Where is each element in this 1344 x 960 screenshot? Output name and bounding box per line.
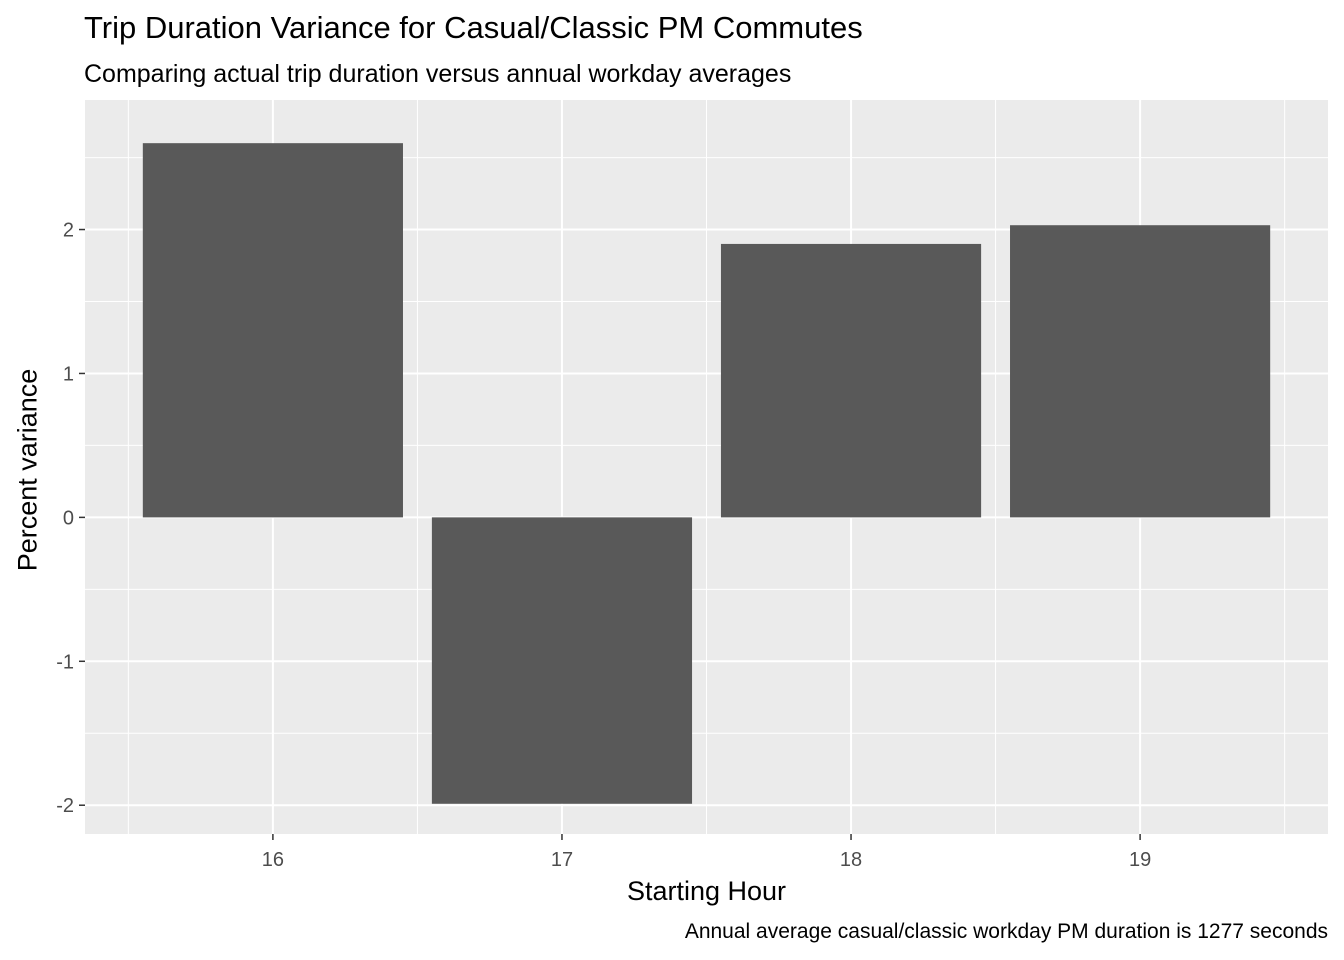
bar-19 bbox=[1010, 225, 1271, 518]
x-axis-label: Starting Hour bbox=[626, 876, 787, 906]
y-tick-label: -1 bbox=[56, 651, 74, 673]
x-tick-label: 16 bbox=[262, 849, 284, 871]
x-tick-label: 17 bbox=[551, 849, 573, 871]
y-axis: -2 -1 0 1 2 bbox=[56, 220, 85, 817]
y-tick-label: 2 bbox=[63, 220, 74, 242]
chart-subtitle: Comparing actual trip duration versus an… bbox=[84, 60, 792, 88]
x-axis: 16 17 18 19 bbox=[262, 834, 1151, 871]
x-tick-label: 19 bbox=[1129, 849, 1151, 871]
y-axis-label: Percent variance bbox=[12, 368, 43, 572]
y-tick-label: -2 bbox=[56, 795, 74, 817]
x-tick-label: 18 bbox=[840, 849, 862, 871]
bar-17 bbox=[431, 517, 693, 804]
chart-caption: Annual average casual/classic workday PM… bbox=[684, 920, 1328, 943]
bar-16 bbox=[142, 143, 403, 518]
bars bbox=[142, 143, 1271, 804]
chart-title: Trip Duration Variance for Casual/Classi… bbox=[84, 10, 863, 45]
y-tick-label: 0 bbox=[63, 507, 74, 529]
bar-18 bbox=[720, 243, 982, 518]
y-tick-label: 1 bbox=[63, 363, 74, 385]
